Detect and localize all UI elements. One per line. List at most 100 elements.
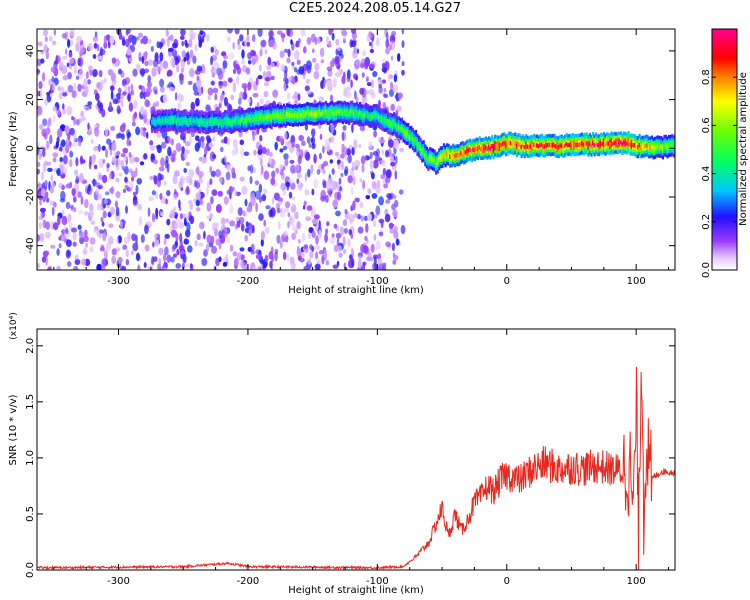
heatmap-noise-cell bbox=[245, 67, 251, 75]
heatmap-noise-cell bbox=[401, 61, 405, 67]
heatmap-noise-cell bbox=[335, 38, 340, 46]
heatmap-noise-cell bbox=[318, 220, 321, 229]
heatmap-noise-cell bbox=[131, 233, 137, 242]
heatmap-noise-cell bbox=[262, 70, 266, 79]
heatmap-ridge-cell bbox=[483, 146, 486, 151]
heatmap-noise-cell bbox=[246, 41, 251, 47]
heatmap-noise-cell bbox=[102, 158, 106, 164]
heatmap-noise-cell bbox=[341, 75, 346, 85]
heatmap-noise-cell bbox=[311, 143, 316, 150]
heatmap-ridge-cell bbox=[464, 150, 467, 155]
heatmap-noise-cell bbox=[172, 174, 178, 185]
heatmap-ridge-cell bbox=[418, 144, 421, 149]
heatmap-noise-cell bbox=[378, 196, 384, 206]
heatmap-noise-cell bbox=[364, 215, 368, 222]
heatmap-ridge-cell bbox=[247, 116, 250, 122]
heatmap-noise-cell bbox=[138, 216, 143, 226]
heatmap-ridge-cell bbox=[327, 111, 331, 117]
heatmap-noise-cell bbox=[257, 29, 263, 37]
heatmap-noise-cell bbox=[77, 83, 82, 92]
heatmap-ridge-cell bbox=[650, 144, 654, 149]
heatmap-ridge-cell bbox=[295, 113, 298, 118]
heatmap-noise-cell bbox=[99, 184, 104, 190]
heatmap-noise-cell bbox=[268, 209, 273, 218]
heatmap-noise-cell bbox=[83, 247, 87, 256]
heatmap-noise-cell bbox=[240, 223, 245, 232]
heatmap-noise-cell bbox=[51, 180, 55, 189]
heatmap-noise-cell bbox=[313, 214, 320, 220]
heatmap-ridge-cell bbox=[217, 121, 220, 126]
heatmap-noise-cell bbox=[92, 36, 99, 42]
heatmap-noise-cell bbox=[91, 155, 96, 165]
heatmap-noise-cell bbox=[264, 227, 270, 234]
heatmap-noise-cell bbox=[247, 246, 252, 252]
heatmap-noise-cell bbox=[126, 94, 130, 101]
heatmap-ridge-cell bbox=[478, 145, 481, 150]
heatmap-noise-cell bbox=[335, 151, 339, 157]
heatmap-noise-cell bbox=[280, 64, 286, 72]
heatmap-noise-cell bbox=[358, 143, 362, 149]
heatmap-noise-cell bbox=[255, 190, 261, 200]
heatmap-ridge-cell bbox=[598, 143, 601, 148]
heatmap-ridge-cell bbox=[557, 145, 560, 150]
heatmap-ridge-cell bbox=[540, 142, 543, 147]
snr-y-tick-label: 0.5 bbox=[25, 506, 36, 522]
heatmap-noise-cell bbox=[298, 181, 301, 187]
heatmap-ridge-cell bbox=[244, 118, 247, 124]
heatmap-noise-cell bbox=[197, 171, 204, 178]
heatmap-ridge-cell bbox=[410, 134, 413, 139]
heatmap-noise-cell bbox=[371, 181, 377, 190]
heatmap-noise-cell bbox=[171, 229, 177, 238]
heatmap-noise-cell bbox=[284, 159, 289, 167]
heatmap-noise-cell bbox=[133, 99, 138, 109]
heatmap-noise-cell bbox=[223, 229, 228, 238]
heatmap-noise-cell bbox=[307, 168, 311, 178]
heatmap-noise-cell bbox=[391, 242, 395, 252]
heatmap-ridge-cell bbox=[511, 141, 514, 147]
heatmap-noise-cell bbox=[304, 189, 310, 196]
heatmap-noise-cell bbox=[350, 40, 357, 48]
heatmap-noise-cell bbox=[137, 204, 143, 211]
heatmap-noise-cell bbox=[283, 207, 289, 213]
heatmap-noise-cell bbox=[164, 246, 169, 256]
heatmap-ridge-cell bbox=[402, 129, 405, 134]
heatmap-noise-cell bbox=[192, 55, 197, 64]
heatmap-noise-cell bbox=[92, 54, 97, 59]
heatmap-ridge-cell bbox=[458, 153, 461, 158]
heatmap-ridge-cell bbox=[601, 141, 604, 147]
heatmap-ridge-cell bbox=[172, 118, 175, 123]
heatmap-noise-cell bbox=[102, 232, 107, 242]
heatmap-noise-cell bbox=[83, 78, 88, 87]
heatmap-noise-cell bbox=[76, 35, 83, 44]
heatmap-noise-cell bbox=[163, 267, 167, 270]
heatmap-ridge-cell bbox=[421, 149, 424, 154]
heatmap-noise-cell bbox=[229, 204, 234, 214]
heatmap-ridge-cell bbox=[256, 115, 259, 120]
spectrogram-ylabel: Frequency (Hz) bbox=[8, 111, 19, 187]
heatmap-noise-cell bbox=[222, 60, 228, 69]
heatmap-noise-cell bbox=[331, 180, 338, 191]
heatmap-ridge-cell bbox=[509, 140, 512, 146]
heatmap-noise-cell bbox=[93, 42, 98, 49]
heatmap-noise-cell bbox=[309, 244, 313, 251]
heatmap-ridge-cell bbox=[309, 111, 312, 117]
heatmap-noise-cell bbox=[390, 81, 394, 90]
heatmap-noise-cell bbox=[339, 226, 345, 236]
heatmap-noise-cell bbox=[341, 146, 348, 156]
heatmap-ridge-cell bbox=[621, 142, 624, 147]
heatmap-ridge-cell bbox=[355, 110, 359, 116]
heatmap-noise-cell bbox=[65, 239, 72, 247]
heatmap-ridge-cell bbox=[522, 143, 525, 148]
heatmap-noise-cell bbox=[69, 204, 74, 209]
heatmap-noise-cell bbox=[110, 125, 115, 131]
heatmap-ridge-cell bbox=[376, 113, 379, 118]
heatmap-noise-cell bbox=[389, 228, 395, 234]
heatmap-noise-cell bbox=[397, 92, 403, 99]
heatmap-ridge-cell bbox=[560, 143, 564, 148]
heatmap-noise-cell bbox=[297, 154, 302, 165]
heatmap-noise-cell bbox=[111, 248, 117, 256]
heatmap-noise-cell bbox=[140, 234, 145, 244]
heatmap-noise-cell bbox=[282, 230, 288, 237]
heatmap-noise-cell bbox=[87, 101, 92, 106]
heatmap-noise-cell bbox=[80, 195, 84, 205]
